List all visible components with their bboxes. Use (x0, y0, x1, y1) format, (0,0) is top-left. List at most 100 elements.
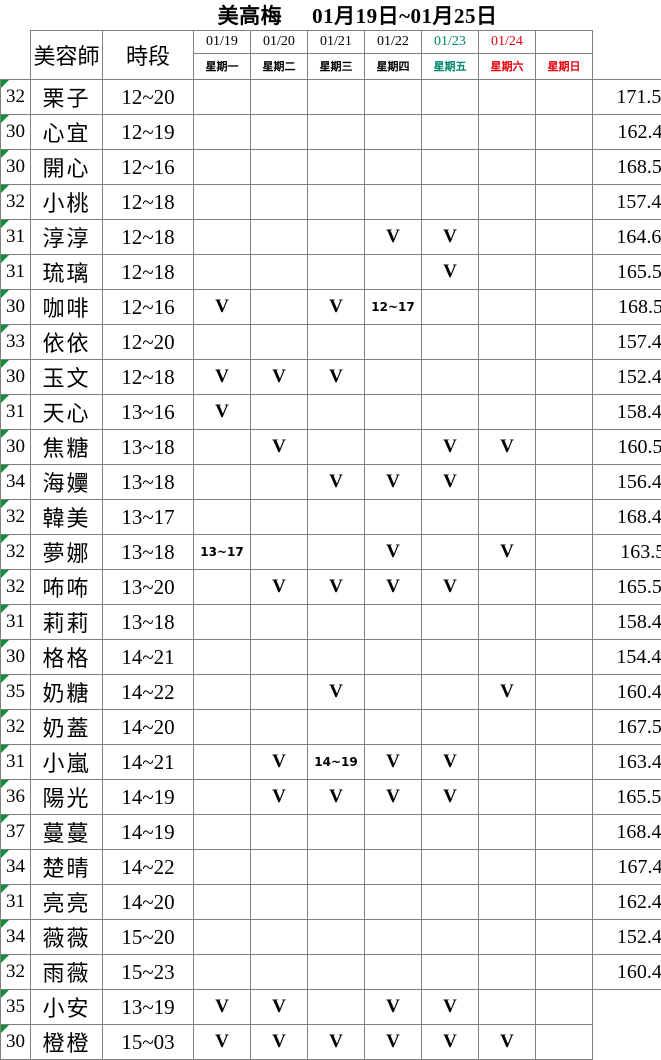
row-day-3[interactable] (308, 605, 365, 640)
row-day-5[interactable] (422, 360, 479, 395)
row-day-3[interactable] (308, 535, 365, 570)
row-id[interactable]: 30 (1, 360, 31, 395)
row-day-2[interactable] (251, 850, 308, 885)
row-id[interactable]: 33 (1, 325, 31, 360)
row-beautician-name[interactable]: 玉文 (31, 360, 103, 395)
row-day-5[interactable] (422, 290, 479, 325)
row-day-7[interactable] (536, 80, 593, 115)
row-value[interactable]: 165.55.G (593, 780, 661, 815)
row-day-2[interactable] (251, 885, 308, 920)
row-day-3[interactable]: 14~19 (308, 745, 365, 780)
row-day-4[interactable]: 12~17 (365, 290, 422, 325)
row-day-3-check[interactable]: V (308, 465, 365, 500)
row-day-4[interactable] (365, 325, 422, 360)
row-timeslot[interactable]: 12~20 (103, 80, 194, 115)
row-day-4[interactable] (365, 710, 422, 745)
row-id[interactable]: 31 (1, 605, 31, 640)
row-day-3[interactable] (308, 920, 365, 955)
row-day-1-check[interactable]: V (194, 990, 251, 1025)
row-day-1[interactable] (194, 430, 251, 465)
row-day-5[interactable] (422, 150, 479, 185)
row-value[interactable]: 160.43.C (593, 675, 661, 710)
row-day-2[interactable] (251, 605, 308, 640)
row-day-7[interactable] (536, 920, 593, 955)
row-beautician-name[interactable]: 亮亮 (31, 885, 103, 920)
row-day-4-check[interactable]: V (365, 990, 422, 1025)
row-day-1-check[interactable]: V (194, 290, 251, 325)
row-day-1[interactable] (194, 815, 251, 850)
row-day-5-check[interactable]: V (422, 220, 479, 255)
row-value[interactable]: 158.40.B (593, 395, 661, 430)
row-day-6[interactable] (479, 955, 536, 990)
row-beautician-name[interactable]: 依依 (31, 325, 103, 360)
row-day-6[interactable] (479, 185, 536, 220)
row-day-4[interactable] (365, 500, 422, 535)
row-day-2[interactable] (251, 220, 308, 255)
row-beautician-name[interactable]: 莉莉 (31, 605, 103, 640)
row-day-3-check[interactable]: V (308, 290, 365, 325)
row-timeslot[interactable]: 12~20 (103, 325, 194, 360)
row-day-2[interactable] (251, 115, 308, 150)
row-day-6-check[interactable]: V (479, 1025, 536, 1060)
row-day-5-check[interactable]: V (422, 465, 479, 500)
row-day-2[interactable] (251, 395, 308, 430)
row-id[interactable]: 34 (1, 465, 31, 500)
row-day-6[interactable] (479, 325, 536, 360)
row-timeslot[interactable]: 12~18 (103, 255, 194, 290)
row-id[interactable]: 35 (1, 990, 31, 1025)
row-day-1[interactable] (194, 605, 251, 640)
row-day-7[interactable] (536, 115, 593, 150)
row-value[interactable]: 167.45.E (593, 850, 661, 885)
row-day-4[interactable] (365, 675, 422, 710)
row-day-6[interactable] (479, 815, 536, 850)
row-id[interactable]: 31 (1, 885, 31, 920)
row-day-5[interactable] (422, 710, 479, 745)
row-day-6[interactable] (479, 920, 536, 955)
row-day-4[interactable] (365, 955, 422, 990)
row-id[interactable]: 34 (1, 850, 31, 885)
row-timeslot[interactable]: 14~19 (103, 780, 194, 815)
row-day-4[interactable] (365, 850, 422, 885)
row-value[interactable]: 168.45.D (593, 815, 661, 850)
row-day-2-check[interactable]: V (251, 990, 308, 1025)
row-day-5[interactable] (422, 325, 479, 360)
row-day-3-check[interactable]: V (308, 570, 365, 605)
row-beautician-name[interactable]: 心宜 (31, 115, 103, 150)
row-day-3-check[interactable]: V (308, 780, 365, 815)
row-day-4[interactable] (365, 360, 422, 395)
row-day-1[interactable] (194, 640, 251, 675)
row-value[interactable]: 157.42.D (593, 185, 661, 220)
row-day-7[interactable] (536, 500, 593, 535)
row-day-5[interactable] (422, 535, 479, 570)
row-id[interactable]: 30 (1, 290, 31, 325)
row-day-7[interactable] (536, 885, 593, 920)
row-day-6[interactable] (479, 570, 536, 605)
row-day-6[interactable] (479, 465, 536, 500)
row-day-1[interactable] (194, 500, 251, 535)
row-day-4[interactable] (365, 185, 422, 220)
row-day-7[interactable] (536, 220, 593, 255)
row-value[interactable]: 160.40.B (593, 955, 661, 990)
row-day-2-check[interactable]: V (251, 430, 308, 465)
row-value[interactable]: 157.44.C (593, 325, 661, 360)
row-timeslot[interactable]: 12~18 (103, 185, 194, 220)
row-day-6[interactable] (479, 360, 536, 395)
row-beautician-name[interactable]: 格格 (31, 640, 103, 675)
row-beautician-name[interactable]: 天心 (31, 395, 103, 430)
row-id[interactable]: 35 (1, 675, 31, 710)
row-day-6[interactable] (479, 80, 536, 115)
row-day-3[interactable] (308, 220, 365, 255)
row-day-4[interactable] (365, 885, 422, 920)
row-day-5[interactable] (422, 920, 479, 955)
row-id[interactable]: 32 (1, 535, 31, 570)
row-timeslot[interactable]: 13~20 (103, 570, 194, 605)
row-day-2[interactable] (251, 185, 308, 220)
row-day-4[interactable] (365, 605, 422, 640)
row-id[interactable]: 31 (1, 745, 31, 780)
row-beautician-name[interactable]: 奶糖 (31, 675, 103, 710)
